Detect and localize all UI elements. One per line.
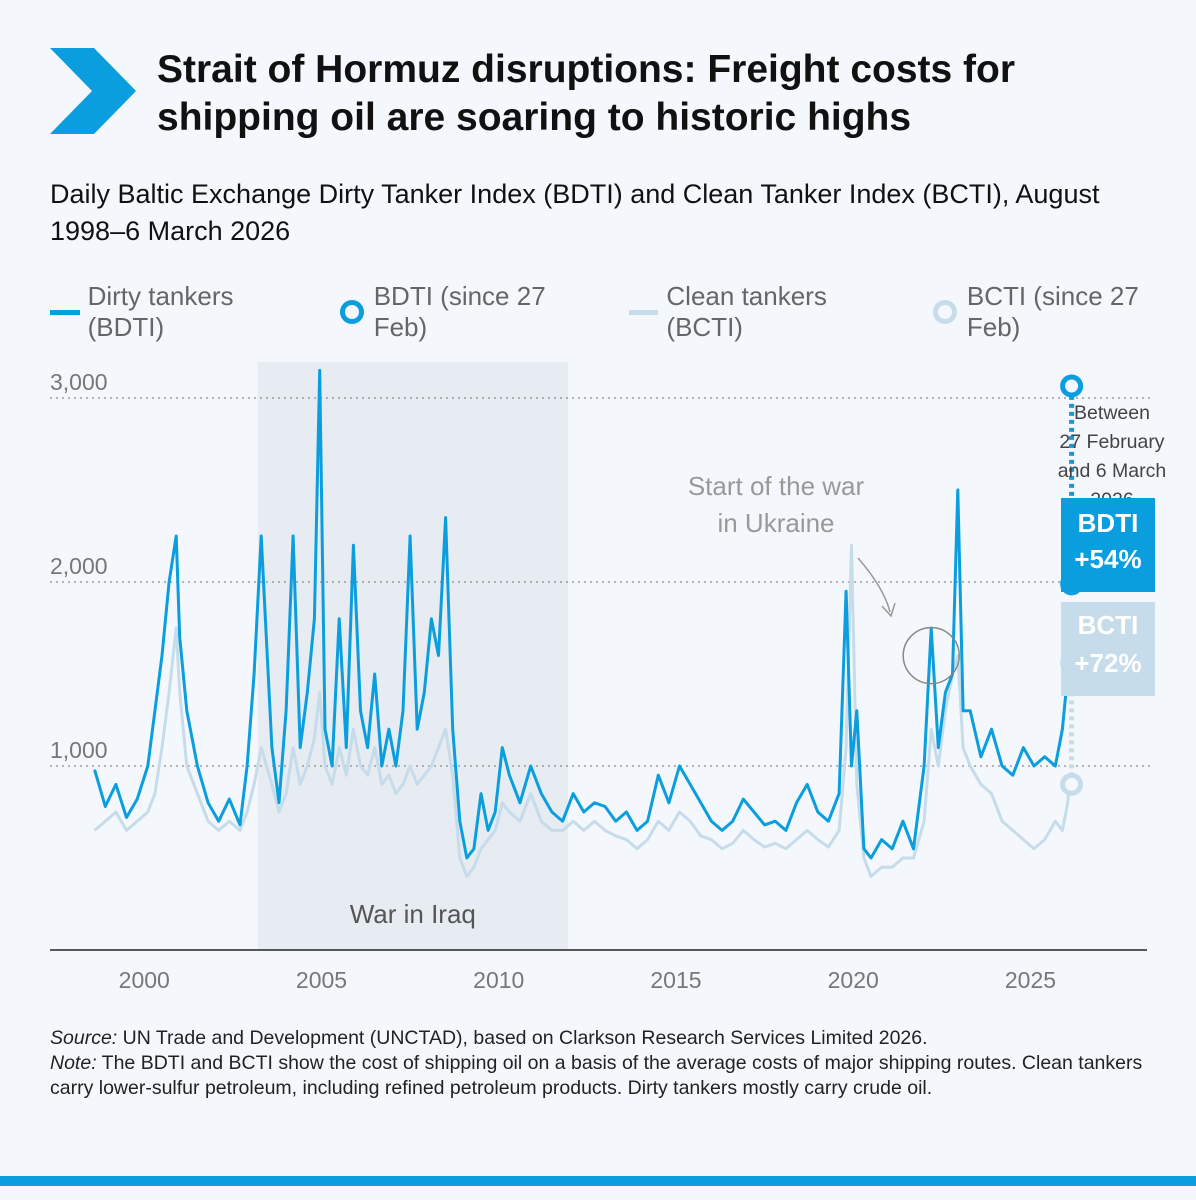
chart-footnotes: Source: UN Trade and Development (UNCTAD… xyxy=(50,1026,1150,1101)
bdti-since-27-feb-point xyxy=(1060,374,1084,398)
bdti-badge-name: BDTI xyxy=(1078,508,1139,538)
chevron-logo-icon xyxy=(50,48,136,134)
shaded-period-label: War in Iraq xyxy=(350,899,476,929)
ukraine-highlight-circle xyxy=(902,626,960,685)
legend-item-bcti-since: BCTI (since 27 Feb) xyxy=(933,281,1196,343)
series-line-clean-tankers-bcti xyxy=(93,543,1071,878)
ukraine-annotation-arrow xyxy=(857,557,891,613)
ukraine-annotation-label: in Ukraine xyxy=(717,508,834,538)
y-tick-label: 1,000 xyxy=(50,737,108,763)
ukraine-annotation-label: Start of the war xyxy=(688,471,865,501)
war-in-iraq-shaded-band xyxy=(257,362,568,950)
legend-label: BDTI (since 27 Feb) xyxy=(373,281,546,342)
method-note: Note: The BDTI and BCTI show the cost of… xyxy=(50,1052,1143,1099)
y-tick-label: 2,000 xyxy=(50,553,108,579)
series-line-dirty-tankers-bdti xyxy=(93,368,1071,860)
page-title: Strait of Hormuz disruptions: Freight co… xyxy=(157,48,1016,139)
bottom-accent-bar xyxy=(0,1176,1196,1186)
chart-subtitle: Daily Baltic Exchange Dirty Tanker Index… xyxy=(50,179,1100,246)
legend-item-bcti: Clean tankers (BCTI) xyxy=(628,281,907,343)
bdti-change-badge xyxy=(1061,498,1155,592)
chart-legend: Dirty tankers (BDTI) BDTI (since 27 Feb)… xyxy=(50,281,1196,342)
legend-dot-icon xyxy=(933,300,957,324)
x-tick-label: 2025 xyxy=(1005,967,1056,993)
period-note-label: 27 February xyxy=(1059,431,1164,453)
period-note-label: Between xyxy=(1074,402,1150,424)
legend-line-icon xyxy=(50,309,80,315)
arrowhead-icon xyxy=(881,602,896,618)
legend-item-bdti: Dirty tankers (BDTI) xyxy=(50,281,314,343)
legend-dot-icon xyxy=(339,300,364,324)
legend-label: BCTI (since 27 Feb) xyxy=(966,281,1139,342)
y-tick-label: 3,000 xyxy=(50,369,108,395)
x-tick-label: 2020 xyxy=(828,967,879,993)
legend-label: Dirty tankers (BDTI) xyxy=(87,281,234,342)
legend-label: Clean tankers (BCTI) xyxy=(666,281,827,342)
legend-item-bdti-since: BDTI (since 27 Feb) xyxy=(339,281,603,343)
legend-line-icon xyxy=(628,309,659,315)
bcti-badge-change: +72% xyxy=(1074,648,1141,678)
bcti-since-27-feb-point xyxy=(1060,772,1084,796)
period-note-label: and 6 March xyxy=(1058,460,1166,482)
x-tick-label: 2005 xyxy=(296,967,347,993)
bcti-badge-name: BCTI xyxy=(1078,610,1139,640)
bdti-badge-change: +54% xyxy=(1074,544,1141,574)
source-note: Source: UN Trade and Development (UNCTAD… xyxy=(50,1027,928,1049)
x-tick-label: 2000 xyxy=(119,967,170,993)
x-tick-label: 2010 xyxy=(473,967,524,993)
freight-index-chart: War in Iraq 1,000 2,000 3,000 2000 2005 2010 20… xyxy=(50,362,1166,993)
bcti-change-badge xyxy=(1061,602,1155,696)
x-tick-label: 2015 xyxy=(650,967,701,993)
